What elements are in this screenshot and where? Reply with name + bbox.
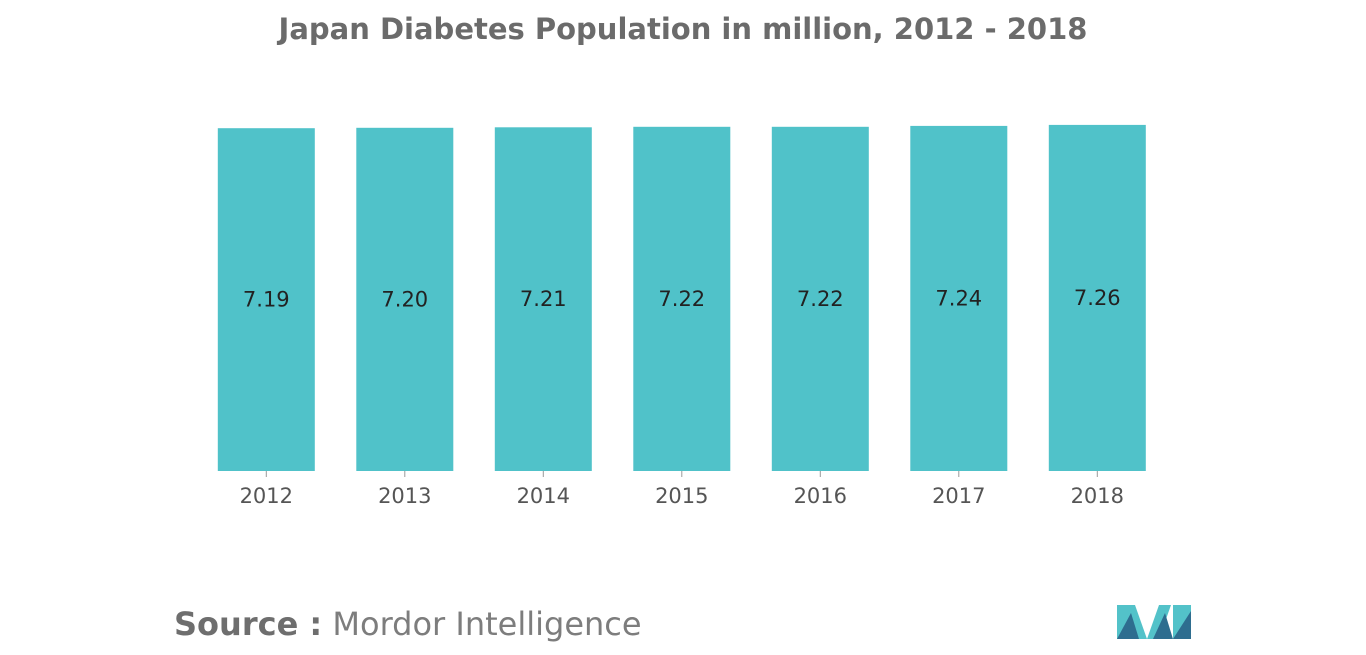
bar-2015 [633, 126, 731, 472]
x-tick-label-2014: 2014 [517, 484, 570, 508]
bar-2016 [771, 126, 869, 472]
bar-2017 [910, 125, 1008, 472]
value-label-2015: 7.22 [658, 287, 705, 311]
x-axis: 2012 2013 2014 2015 2016 2017 2018 [240, 471, 1124, 508]
bar-2014 [494, 127, 592, 472]
x-tick-label-2015: 2015 [655, 484, 708, 508]
bar-2013 [356, 127, 454, 472]
x-tick-label-2017: 2017 [932, 484, 985, 508]
value-labels-layer: 7.19 7.20 7.21 7.22 7.22 7.24 7.26 [243, 286, 1121, 312]
bar-chart: 7.19 7.20 7.21 7.22 7.22 7.24 7.26 2012 2013 201… [217, 124, 1146, 508]
source-value: Mordor Intelligence [332, 605, 642, 643]
bar-2018 [1048, 124, 1146, 472]
mordor-intelligence-logo-icon [1117, 605, 1191, 639]
value-label-2012: 7.19 [243, 288, 290, 312]
x-tick-label-2018: 2018 [1071, 484, 1124, 508]
x-tick-label-2012: 2012 [240, 484, 293, 508]
source-note: Source : Mordor Intelligence [174, 605, 642, 643]
value-label-2014: 7.21 [520, 287, 567, 311]
value-label-2016: 7.22 [797, 287, 844, 311]
bar-2012 [217, 128, 315, 471]
source-label: Source : [174, 605, 323, 643]
chart-title: Japan Diabetes Population in million, 20… [278, 12, 1088, 46]
value-label-2018: 7.26 [1074, 286, 1121, 310]
x-tick-label-2016: 2016 [794, 484, 847, 508]
x-tick-label-2013: 2013 [378, 484, 431, 508]
value-label-2013: 7.20 [381, 287, 428, 311]
value-label-2017: 7.24 [935, 286, 982, 310]
bars-layer [217, 124, 1146, 472]
